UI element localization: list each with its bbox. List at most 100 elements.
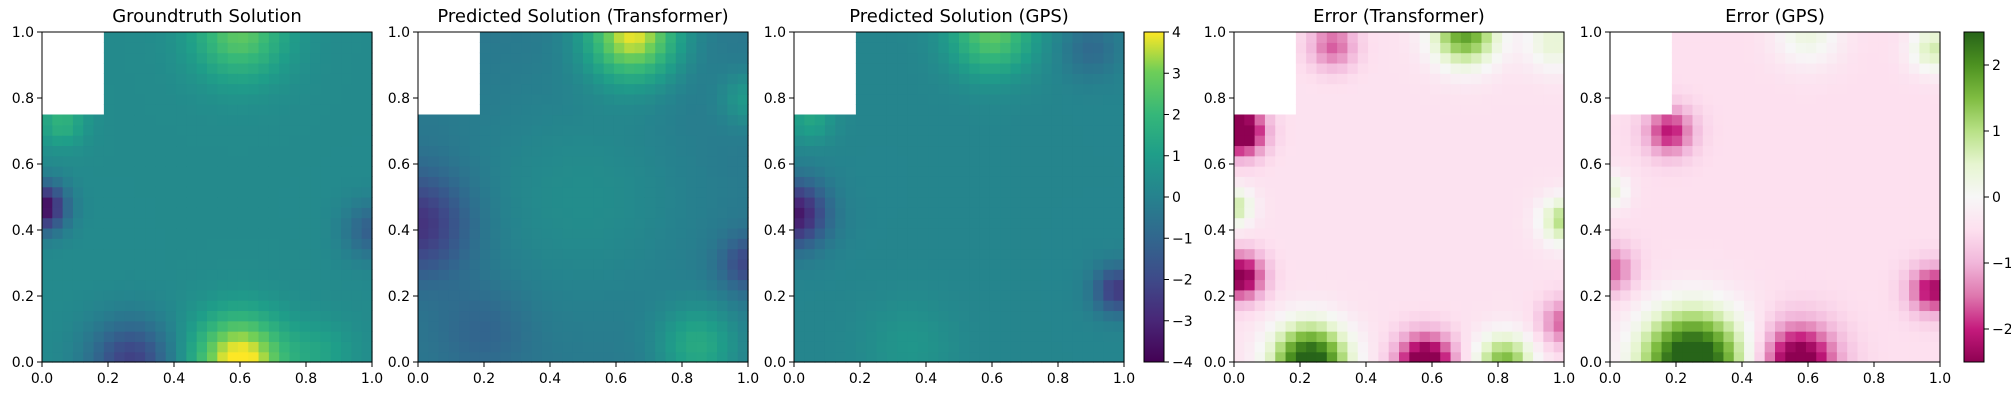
heatmap-cell — [886, 197, 898, 208]
heatmap-cell — [969, 114, 981, 126]
heatmap-cell — [938, 300, 950, 312]
heatmap-cell — [1244, 114, 1256, 126]
heatmap-cell — [1399, 73, 1410, 85]
heatmap-cell — [1785, 341, 1797, 353]
heatmap-cell — [341, 124, 352, 136]
heatmap-cell — [706, 145, 718, 157]
heatmap-cell — [268, 42, 280, 54]
heatmap-cell — [1072, 114, 1084, 126]
heatmap-cell — [42, 135, 53, 147]
heatmap-cell — [655, 155, 667, 167]
heatmap-cell — [1491, 73, 1503, 85]
heatmap-cell — [1020, 83, 1032, 95]
heatmap-cell — [72, 217, 84, 229]
heatmap-cell — [1898, 62, 1910, 74]
heatmap-cell — [1429, 73, 1441, 85]
heatmap-cell — [1805, 32, 1817, 43]
heatmap-cell — [448, 145, 460, 157]
heatmap-cell — [1692, 73, 1704, 85]
heatmap-cell — [351, 186, 363, 198]
heatmap-cell — [917, 155, 929, 167]
heatmap-cell — [897, 207, 909, 219]
heatmap-cell — [1909, 73, 1920, 85]
heatmap-cell — [1368, 155, 1379, 167]
heatmap-cell — [1816, 289, 1828, 301]
heatmap-cell — [1661, 289, 1673, 301]
heatmap-cell — [1082, 114, 1094, 126]
heatmap-cell — [1533, 351, 1544, 363]
heatmap-cell — [1744, 155, 1755, 167]
heatmap-cell — [1285, 300, 1297, 312]
heatmap-cell — [624, 114, 636, 126]
heatmap-cell — [675, 176, 687, 188]
heatmap-cell — [928, 197, 939, 208]
heatmap-cell — [1512, 331, 1524, 342]
heatmap-cell — [717, 73, 728, 85]
heatmap-cell — [979, 124, 991, 136]
heatmap-cell — [1512, 62, 1524, 74]
heatmap-cell — [1522, 155, 1534, 167]
heatmap-cell — [1502, 124, 1514, 136]
heatmap-cell — [490, 145, 502, 157]
heatmap-cell — [1805, 310, 1817, 322]
heatmap-cell — [1929, 269, 1941, 281]
heatmap-cell — [1409, 207, 1421, 219]
heatmap-cell — [72, 207, 84, 219]
heatmap-cell — [794, 227, 805, 239]
heatmap-cell — [1857, 93, 1869, 105]
heatmap-cell — [1234, 300, 1245, 312]
heatmap-cell — [1409, 238, 1421, 250]
heatmap-cell — [124, 135, 136, 147]
heatmap-cell — [299, 155, 311, 167]
heatmap-cell — [593, 310, 605, 322]
heatmap-cell — [1378, 207, 1390, 219]
heatmap-cell — [959, 258, 970, 270]
heatmap-cell — [1264, 155, 1276, 167]
heatmap-cell — [217, 331, 229, 342]
heatmap-cell — [1244, 197, 1256, 208]
heatmap-cell — [1816, 124, 1828, 136]
heatmap-cell — [562, 83, 574, 95]
heatmap-cell — [1093, 320, 1104, 332]
heatmap-cell — [1460, 104, 1472, 116]
heatmap-cell — [279, 351, 291, 363]
heatmap-cell — [1264, 124, 1276, 136]
heatmap-cell — [1399, 166, 1410, 177]
heatmap-cell — [686, 145, 698, 157]
heatmap-cell — [145, 310, 157, 322]
heatmap-cell — [855, 124, 867, 136]
heatmap-cell — [1337, 124, 1349, 136]
heatmap-cell — [1744, 42, 1755, 54]
heatmap-cell — [448, 248, 460, 260]
heatmap-cell — [1805, 114, 1817, 126]
heatmap-cell — [655, 207, 667, 219]
heatmap-cell — [624, 310, 636, 322]
heatmap-cell — [1388, 279, 1400, 291]
heatmap-cell — [686, 341, 698, 353]
heatmap-cell — [814, 238, 826, 250]
heatmap-cell — [897, 300, 909, 312]
heatmap-cell — [1275, 135, 1287, 147]
heatmap-cell — [917, 351, 929, 363]
heatmap-cell — [114, 135, 126, 147]
heatmap-cell — [907, 289, 919, 301]
heatmap-cell — [1491, 248, 1503, 260]
heatmap-cell — [572, 93, 584, 105]
heatmap-cell — [1368, 83, 1379, 95]
heatmap-cell — [1419, 238, 1431, 250]
heatmap-cell — [510, 320, 522, 332]
heatmap-cell — [1764, 176, 1776, 188]
heatmap-cell — [686, 62, 698, 74]
heatmap-cell — [938, 310, 950, 322]
heatmap-cell — [1723, 197, 1735, 208]
heatmap-cell — [1533, 310, 1544, 322]
heatmap-cell — [186, 176, 198, 188]
heatmap-cell — [804, 320, 816, 332]
heatmap-cell — [510, 300, 522, 312]
heatmap-cell — [717, 197, 728, 208]
heatmap-cell — [1898, 351, 1910, 363]
heatmap-cell — [279, 62, 291, 74]
heatmap-cell — [794, 217, 805, 229]
heatmap-cell — [727, 93, 739, 105]
heatmap-cell — [1785, 83, 1797, 95]
